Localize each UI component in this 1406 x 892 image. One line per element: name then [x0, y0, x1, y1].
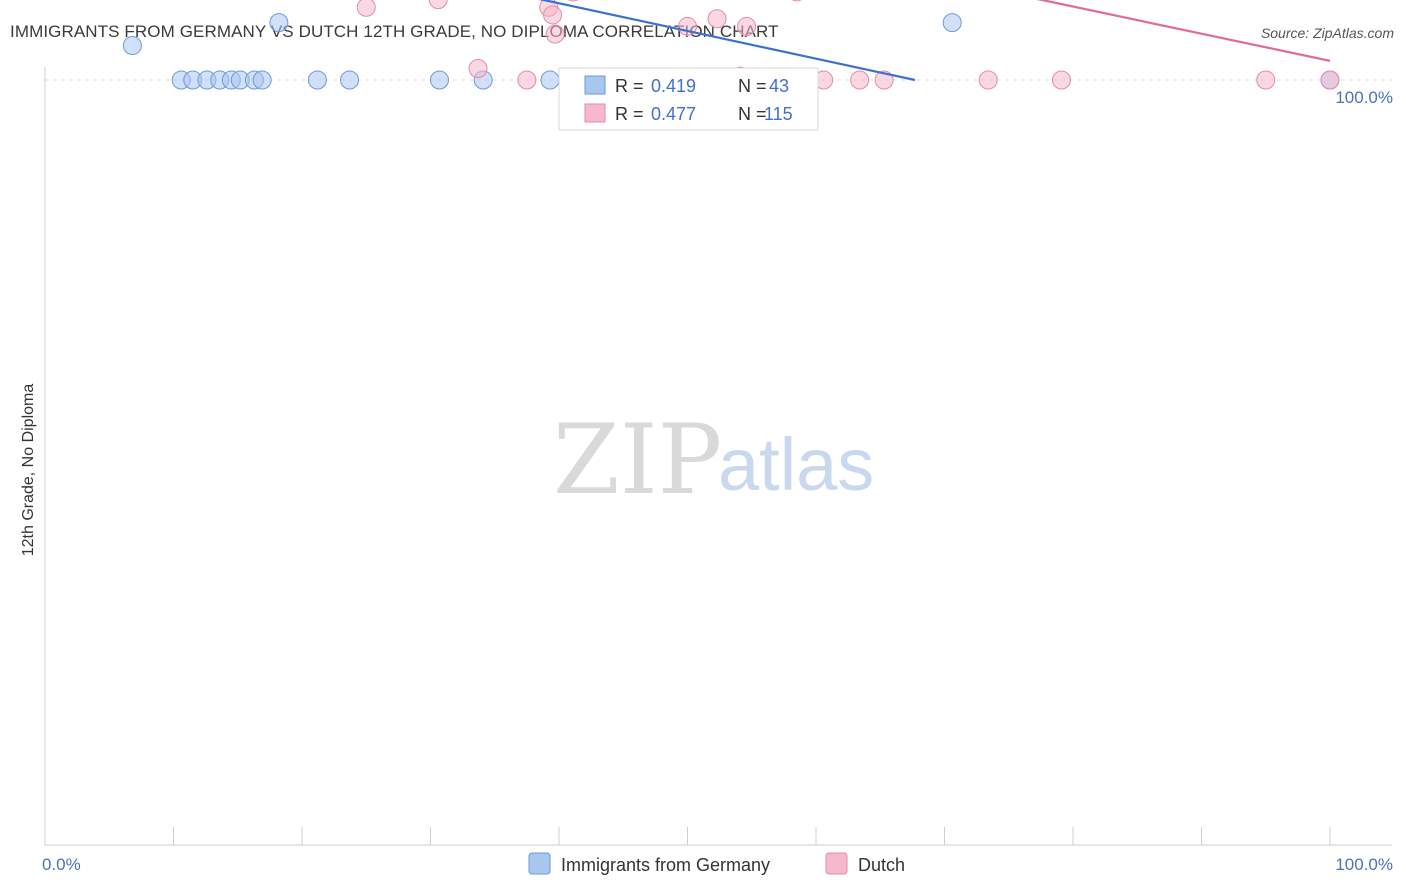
legend-label-immigrants-from-germany: Immigrants from Germany [561, 855, 770, 875]
stats-box: R = 0.419 N = 43 R = 0.477 N = 115 [558, 67, 819, 131]
point-dutch-73 [517, 70, 537, 90]
point-dutch-76 [543, 5, 563, 25]
point-immigrants-from-germany-38 [540, 70, 560, 90]
tick-labels: 100.0%95.0%90.0%85.0%0.0%100.0% [42, 88, 1393, 874]
point-dutch-96 [707, 9, 727, 29]
stats-n-value-pink: 115 [764, 104, 793, 124]
stats-r-label-pink: R = [615, 104, 644, 124]
stats-n-value-blue: 43 [769, 76, 789, 96]
series-immigrants-from-germany-points [122, 13, 1340, 90]
trend-line-dutch [1036, 0, 1331, 62]
stats-swatch-pink [584, 103, 606, 123]
stats-r-value-pink: 0.477 [651, 104, 696, 124]
stats-n-label-pink: N = [738, 104, 767, 124]
point-dutch-112 [1256, 70, 1276, 90]
watermark-atlas: atlas [718, 423, 874, 506]
point-dutch-111 [1051, 70, 1071, 90]
watermark-zip: ZIP [553, 404, 722, 516]
chart-title: IMMIGRANTS FROM GERMANY VS DUTCH 12TH GR… [10, 22, 779, 41]
x-tick-label-1: 100.0% [1335, 855, 1393, 874]
point-immigrants-from-germany-12 [122, 36, 142, 56]
point-dutch-110 [978, 70, 998, 90]
trend-line-immigrants-from-germany [538, 0, 916, 82]
legend-label-dutch: Dutch [858, 855, 905, 875]
point-immigrants-from-germany-34 [340, 70, 360, 90]
chart-source: Source: ZipAtlas.com [1260, 25, 1394, 41]
point-immigrants-from-germany-29 [252, 70, 272, 90]
point-dutch-65 [468, 59, 488, 79]
legend-swatch-immigrants-from-germany [528, 852, 551, 875]
point-dutch-100 [737, 16, 757, 36]
x-tick-label-0: 0.0% [42, 855, 81, 874]
point-dutch-109 [874, 70, 894, 90]
point-immigrants-from-germany-41 [942, 13, 962, 33]
legend: Immigrants from Germany Dutch [528, 852, 905, 875]
point-immigrants-from-germany-31 [269, 13, 289, 33]
point-dutch-107 [850, 70, 870, 90]
legend-swatch-dutch [825, 852, 848, 875]
stats-r-label-blue: R = [615, 76, 644, 96]
axis-layer [44, 67, 1392, 846]
watermark: ZIP atlas [553, 404, 874, 516]
point-dutch-103 [791, 0, 802, 2]
y-tick-label-0: 100.0% [1335, 88, 1393, 107]
y-axis-label: 12th Grade, No Diploma [20, 384, 37, 557]
stats-swatch-blue [584, 75, 606, 95]
point-dutch-60 [428, 0, 448, 10]
point-immigrants-from-germany-32 [307, 70, 327, 90]
point-dutch-48 [356, 0, 376, 17]
stats-r-value-blue: 0.419 [651, 76, 696, 96]
point-dutch-77 [545, 24, 565, 44]
trend-lines [538, 0, 1331, 82]
point-immigrants-from-germany-36 [429, 70, 449, 90]
stats-n-label-blue: N = [738, 76, 767, 96]
point-dutch-80 [568, 0, 579, 2]
point-dutch-113 [1320, 70, 1340, 90]
